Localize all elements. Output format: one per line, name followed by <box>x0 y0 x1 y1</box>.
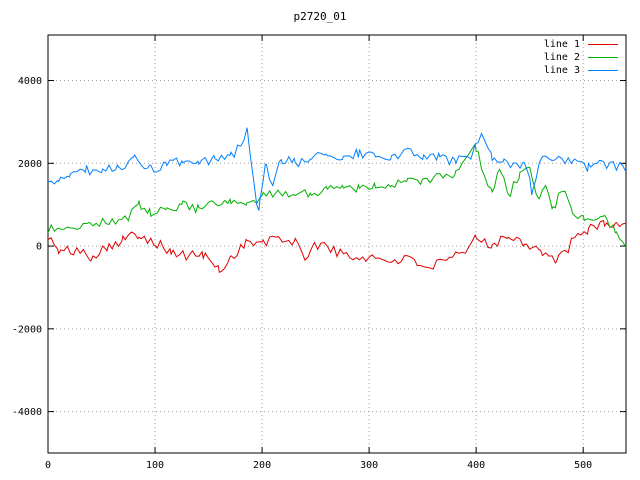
legend-line-sample <box>588 57 618 58</box>
y-tick-label: 2000 <box>18 159 42 170</box>
plot-border <box>47 34 627 454</box>
x-tick-label: 500 <box>574 460 592 471</box>
y-tick-label: 0 <box>36 242 42 253</box>
y-tick-label: -2000 <box>12 324 42 335</box>
series-line-1 <box>47 220 627 274</box>
series-line-2 <box>47 142 627 248</box>
legend-item: line 3 <box>544 65 618 76</box>
legend: line 1 line 2 line 3 <box>544 39 618 76</box>
x-tick-label: 400 <box>467 460 485 471</box>
chart-title: p2720_01 <box>293 10 347 23</box>
x-tick-label: 100 <box>146 460 164 471</box>
x-tick-label: 300 <box>360 460 378 471</box>
legend-label: line 1 <box>543 39 580 50</box>
y-tick-label: -4000 <box>12 407 42 418</box>
x-tick-label: 200 <box>253 460 271 471</box>
legend-item: line 1 <box>544 39 618 50</box>
legend-item: line 2 <box>544 52 618 63</box>
legend-label: line 3 <box>543 65 580 76</box>
y-tick-label: 4000 <box>18 76 42 87</box>
legend-label: line 2 <box>543 52 580 63</box>
x-tick-label: 0 <box>45 460 51 471</box>
legend-line-sample <box>588 44 618 45</box>
legend-line-sample <box>588 70 618 71</box>
series-line-3 <box>47 127 627 211</box>
